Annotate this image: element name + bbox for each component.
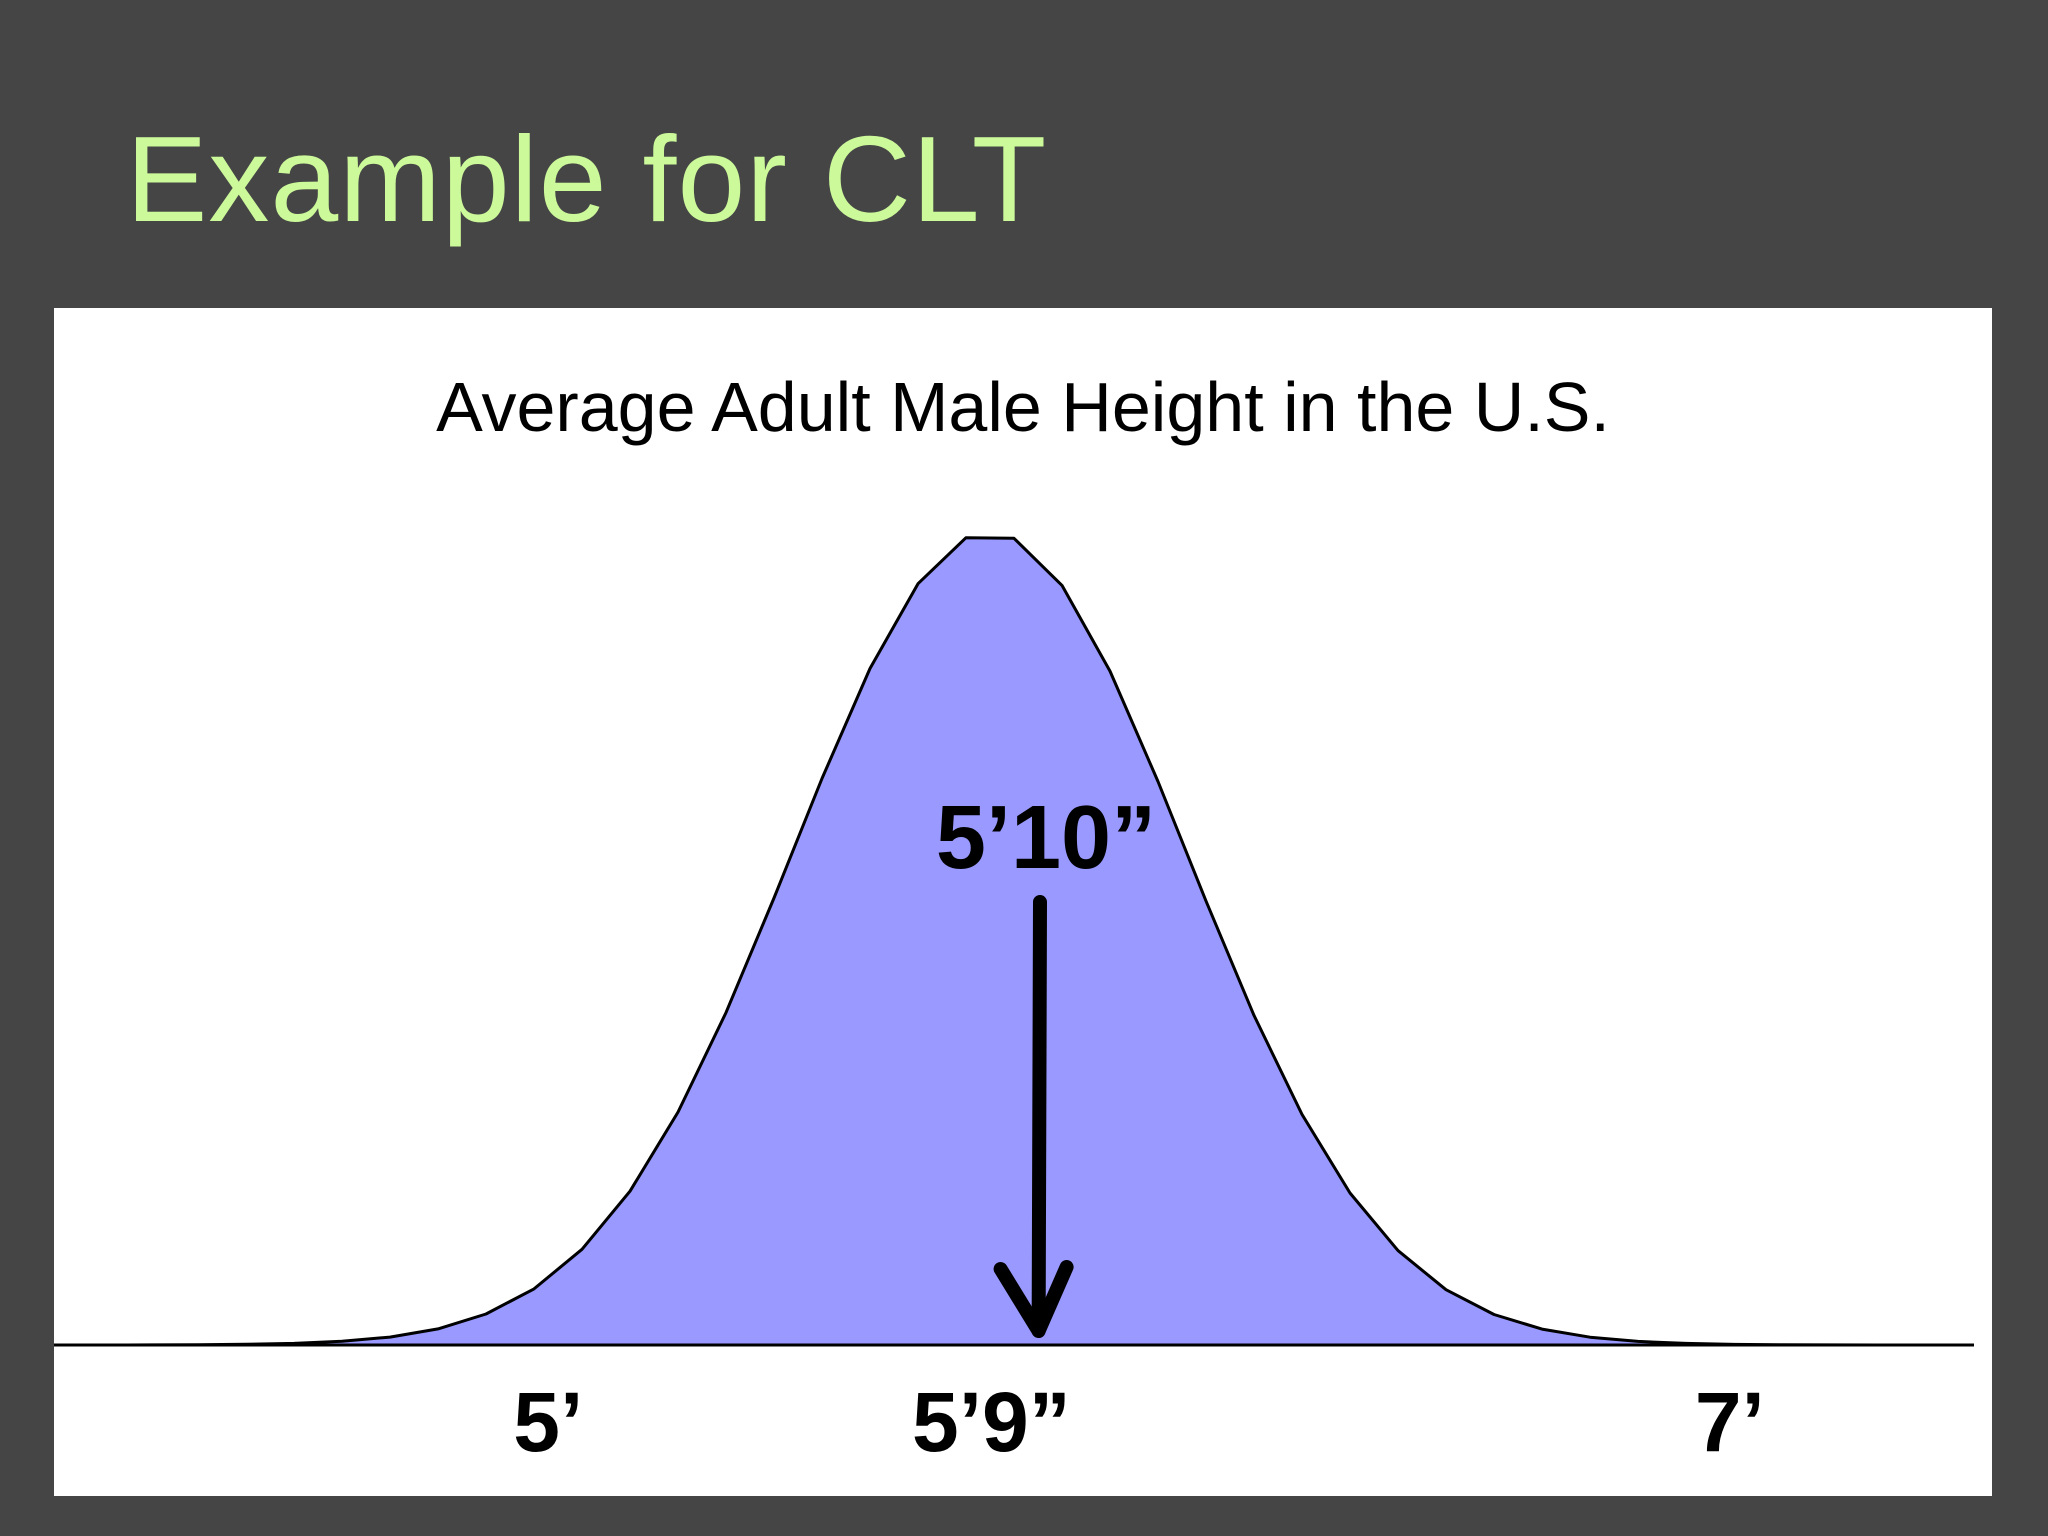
chart-svg: 5’ 5’9” 7’ 5’10” [54, 536, 1974, 1469]
x-tick-label: 7’ [1695, 1375, 1765, 1469]
slide-title: Example for CLT [126, 111, 1048, 247]
distribution-curve [54, 536, 1974, 1347]
distribution-area [54, 537, 1974, 1345]
annotation-arrowhead [993, 1260, 1074, 1338]
annotation-arrow-shaft [1031, 895, 1047, 1338]
chart-panel: Average Adult Male Height in the U.S. 5’… [54, 308, 1992, 1496]
x-tick-labels: 5’ 5’9” 7’ [513, 1375, 1765, 1469]
x-tick-label: 5’9” [912, 1375, 1071, 1469]
x-tick-label: 5’ [513, 1375, 583, 1469]
annotation-label: 5’10” [936, 788, 1156, 888]
chart-title: Average Adult Male Height in the U.S. [436, 368, 1610, 446]
